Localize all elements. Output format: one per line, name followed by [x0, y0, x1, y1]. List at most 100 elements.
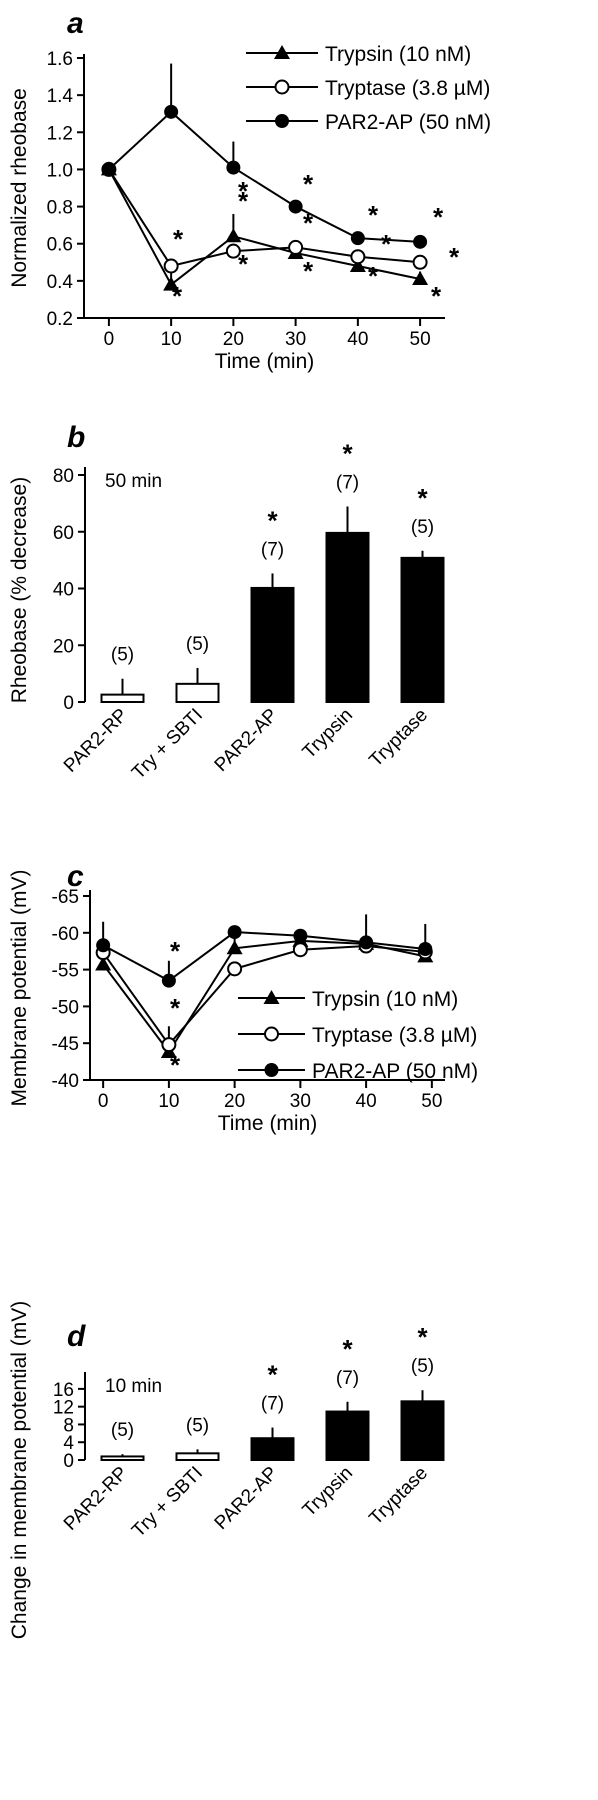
- data-point: [95, 956, 112, 971]
- x-tick-label: 40: [347, 329, 368, 350]
- bar: [100, 1455, 145, 1462]
- panel-label-a: a: [67, 7, 84, 40]
- legend-marker: [274, 45, 290, 59]
- n-label: (7): [261, 1394, 284, 1415]
- time-note: 10 min: [105, 1376, 162, 1397]
- significance-star: *: [170, 936, 181, 966]
- y-axis-label: Normalized rheobase: [8, 88, 31, 288]
- significance-star: *: [267, 1360, 278, 1390]
- panel-label-b: b: [67, 421, 85, 454]
- significance-star: *: [431, 281, 442, 311]
- x-axis-label: Time (min): [218, 1112, 318, 1135]
- y-tick-label: 0.2: [47, 309, 73, 330]
- significance-star: *: [433, 202, 444, 232]
- data-point: [226, 160, 241, 175]
- data-point: [226, 940, 243, 955]
- data-point: [412, 271, 429, 285]
- n-label: (5): [411, 1356, 434, 1377]
- legend-label: Tryptase (3.8 µM): [312, 1024, 477, 1047]
- y-tick-label: 0.8: [47, 198, 73, 219]
- y-tick-label: -40: [52, 1071, 79, 1092]
- data-point: [350, 231, 365, 246]
- significance-star: *: [173, 224, 184, 254]
- significance-star: *: [170, 993, 181, 1023]
- y-tick-label: 8: [63, 1415, 74, 1436]
- n-label: (7): [261, 539, 284, 560]
- significance-star: *: [267, 505, 278, 535]
- legend-marker: [264, 1063, 279, 1077]
- panel-c-line-chart: -65 -60 -55 -50 -45 -40 0 10 20 30 40 50 Time (min) M…: [8, 870, 478, 1135]
- significance-star: *: [303, 169, 314, 199]
- legend-label: Trypsin (10 nM): [325, 43, 471, 66]
- y-tick-label: 1.2: [47, 123, 73, 144]
- significance-star: *: [449, 242, 460, 272]
- data-point: [161, 973, 176, 988]
- bar: [325, 1410, 370, 1461]
- y-tick-label: 12: [53, 1398, 74, 1419]
- y-tick-label: 0.6: [47, 235, 73, 256]
- time-note: 50 min: [105, 471, 162, 492]
- bar: [250, 1437, 295, 1461]
- x-tick-label: 50: [421, 1091, 442, 1112]
- significance-star: *: [238, 186, 249, 216]
- n-label: (5): [111, 645, 134, 666]
- y-tick-label: -50: [52, 997, 79, 1018]
- category-label: PAR2-RP: [60, 1463, 132, 1535]
- category-label: Trypsin: [299, 1463, 357, 1521]
- y-tick-label: 16: [53, 1380, 74, 1401]
- category-label: PAR2-AP: [211, 1463, 282, 1534]
- data-point: [413, 234, 428, 249]
- data-point: [292, 942, 308, 958]
- significance-star: *: [303, 208, 314, 238]
- data-point: [227, 925, 242, 940]
- x-axis-label: Time (min): [215, 350, 315, 373]
- n-label: (5): [411, 517, 434, 538]
- significance-star: *: [342, 438, 353, 468]
- legend-label: Tryptase (3.8 µM): [325, 77, 490, 100]
- y-tick-label: -45: [52, 1034, 79, 1055]
- legend-label: Trypsin (10 nM): [312, 988, 458, 1011]
- series-line: [108, 110, 421, 243]
- significance-star: *: [342, 1334, 353, 1364]
- data-point: [293, 928, 308, 943]
- bar: [100, 693, 145, 703]
- significance-star: *: [368, 200, 379, 230]
- bar: [250, 586, 295, 703]
- y-tick-label: 0: [63, 1451, 74, 1472]
- y-tick-label: 1.0: [47, 160, 73, 181]
- y-axis-label: Rheobase (% decrease): [8, 477, 31, 703]
- category-label: Tryptase: [365, 1463, 432, 1530]
- data-point: [359, 935, 374, 950]
- legend-marker: [264, 1026, 279, 1042]
- n-label: (5): [111, 1420, 134, 1441]
- data-point: [164, 104, 179, 119]
- legend-label: PAR2-AP (50 nM): [312, 1060, 478, 1083]
- significance-star: *: [381, 229, 392, 259]
- data-point: [227, 961, 243, 977]
- panel-label-d: d: [67, 1320, 86, 1353]
- series-line: [102, 931, 426, 982]
- category-label: Trypsin: [299, 705, 357, 763]
- y-tick-label: 60: [53, 523, 74, 544]
- bar: [175, 682, 220, 704]
- significance-star: *: [170, 1050, 181, 1080]
- bar: [175, 1452, 220, 1462]
- bar: [400, 1400, 445, 1462]
- x-tick-label: 50: [410, 329, 431, 350]
- significance-star: *: [368, 261, 379, 291]
- y-tick-label: -65: [52, 887, 79, 908]
- significance-star: *: [303, 256, 314, 286]
- data-point: [96, 938, 111, 953]
- y-tick-label: -55: [52, 961, 79, 982]
- x-tick-label: 20: [223, 329, 244, 350]
- data-point: [350, 249, 366, 265]
- y-tick-label: 80: [53, 466, 74, 487]
- category-label: PAR2-RP: [60, 705, 132, 777]
- n-label: (7): [336, 472, 359, 493]
- y-tick-label: 0: [63, 693, 74, 714]
- y-tick-label: 4: [63, 1433, 74, 1454]
- category-label: PAR2-AP: [211, 705, 282, 776]
- y-tick-label: 40: [53, 580, 74, 601]
- y-tick-label: 20: [53, 636, 74, 657]
